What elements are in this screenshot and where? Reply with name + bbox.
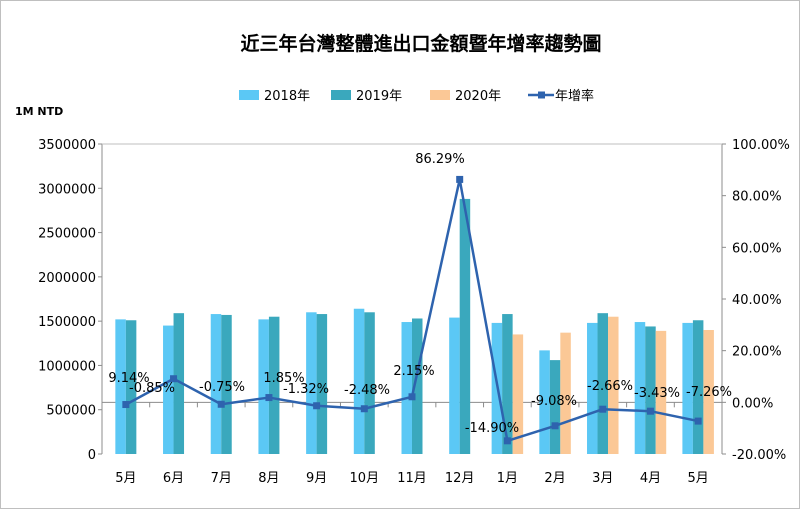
y-left-tick-label: 1500000 (38, 315, 96, 330)
y-left-tick-label: 1000000 (38, 359, 96, 374)
x-tick-label: 7月 (211, 471, 232, 486)
y-right-tick-label: -20.00% (732, 448, 786, 463)
bar-2018年 (163, 325, 174, 454)
y-right-tick-label: 100.00% (732, 138, 790, 153)
y-right-tick-label: 0.00% (732, 396, 773, 411)
x-tick-label: 10月 (350, 471, 380, 486)
y-left-tick-label: 500000 (46, 404, 96, 419)
bar-2019年 (597, 313, 609, 454)
bar-2018年 (449, 317, 460, 454)
y-left-tick-label: 2000000 (38, 271, 96, 286)
y-left-tick-label: 3500000 (38, 138, 96, 153)
bar-2019年 (459, 198, 471, 454)
growth-rate-data-label: 2.15% (393, 364, 434, 379)
legend-swatch-2020年 (430, 90, 450, 100)
bar-2020年 (608, 316, 619, 454)
legend-label: 2020年 (455, 89, 501, 104)
growth-rate-data-label: 9.14% (108, 371, 149, 386)
bar-2019年 (645, 326, 656, 454)
growth-rate-marker (360, 405, 368, 413)
bar-2020年 (512, 334, 524, 454)
bar-2019年 (316, 314, 328, 454)
growth-rate-data-label: -7.26% (686, 385, 732, 400)
x-tick-label: 8月 (258, 471, 279, 486)
growth-rate-data-label: -0.85% (129, 381, 175, 396)
bar-2020年 (560, 332, 571, 454)
growth-rate-data-label: 86.29% (415, 152, 465, 167)
bar-2018年 (682, 322, 693, 454)
growth-rate-data-label: -14.90% (465, 421, 519, 436)
growth-rate-marker (313, 402, 321, 410)
growth-rate-data-label: -3.43% (634, 386, 680, 401)
x-tick-label: 4月 (640, 471, 661, 486)
bar-2018年 (353, 308, 365, 454)
bar-2019年 (268, 316, 280, 454)
bar-2018年 (258, 319, 269, 454)
growth-rate-marker (122, 401, 130, 409)
legend-swatch-2019年 (331, 90, 351, 100)
y-right-tick-label: 60.00% (732, 241, 782, 256)
growth-rate-data-label: -2.66% (587, 379, 633, 394)
growth-rate-marker (551, 422, 559, 430)
chart-title: 近三年台灣整體進出口金額暨年增率趨勢圖 (240, 32, 601, 55)
growth-rate-marker (503, 437, 511, 445)
bar-2018年 (306, 312, 317, 454)
x-tick-label: 5月 (688, 471, 709, 486)
growth-rate-data-label: -9.08% (531, 394, 577, 409)
growth-rate-marker (408, 393, 416, 401)
y-right-tick-label: 80.00% (732, 190, 782, 205)
growth-rate-marker (265, 394, 273, 402)
x-tick-label: 6月 (163, 471, 184, 486)
legend-marker-swatch (538, 91, 545, 99)
growth-rate-marker (217, 400, 225, 408)
y-axis-unit-label: 1M NTD (15, 105, 63, 118)
growth-rate-data-label: 1.85% (263, 371, 304, 386)
growth-rate-marker (599, 405, 607, 413)
bar-2018年 (401, 322, 412, 454)
y-left-tick-label: 0 (88, 448, 96, 463)
x-tick-label: 11月 (397, 471, 427, 486)
bar-2019年 (412, 318, 423, 454)
legend-swatch-2018年 (239, 90, 259, 100)
x-tick-label: 5月 (115, 471, 136, 486)
y-right-tick-label: 20.00% (732, 345, 782, 360)
bar-2019年 (221, 314, 232, 454)
bar-2019年 (549, 360, 561, 454)
x-tick-label: 3月 (592, 471, 613, 486)
x-tick-label: 12月 (445, 471, 475, 486)
y-left-tick-label: 2500000 (38, 227, 96, 242)
bar-2018年 (115, 319, 126, 454)
legend-label: 年增率 (555, 88, 594, 104)
bar-2019年 (502, 314, 513, 454)
growth-rate-marker (170, 375, 178, 383)
x-tick-label: 2月 (544, 471, 565, 486)
plot-area: 0 500000 1000000 1500000 2000000 2500000 30000… (38, 138, 790, 486)
growth-rate-data-label: -1.32% (283, 382, 329, 397)
y-right-tick-label: 40.00% (732, 293, 782, 308)
growth-rate-marker (694, 417, 702, 425)
x-tick-label: 1月 (497, 471, 518, 486)
bar-2018年 (210, 314, 222, 454)
bar-2019年 (692, 320, 704, 454)
bar-2019年 (125, 320, 137, 454)
growth-rate-marker (646, 407, 654, 415)
growth-rate-data-label: -0.75% (199, 380, 245, 395)
bar-2019年 (173, 313, 185, 454)
bar-2018年 (587, 322, 598, 454)
bar-2020年 (703, 330, 714, 454)
bar-2019年 (364, 312, 375, 454)
growth-rate-data-label: -2.48% (344, 383, 390, 398)
bar-2018年 (539, 350, 550, 454)
y-left-tick-label: 3000000 (38, 182, 96, 197)
legend: 2018年 2019年 2020年 年增率 (239, 88, 594, 104)
legend-label: 2019年 (356, 89, 402, 104)
growth-rate-marker (456, 175, 464, 183)
bar-2018年 (634, 322, 646, 454)
bar-2020年 (655, 330, 667, 454)
x-tick-label: 9月 (306, 471, 327, 486)
legend-label: 2018年 (264, 89, 310, 104)
